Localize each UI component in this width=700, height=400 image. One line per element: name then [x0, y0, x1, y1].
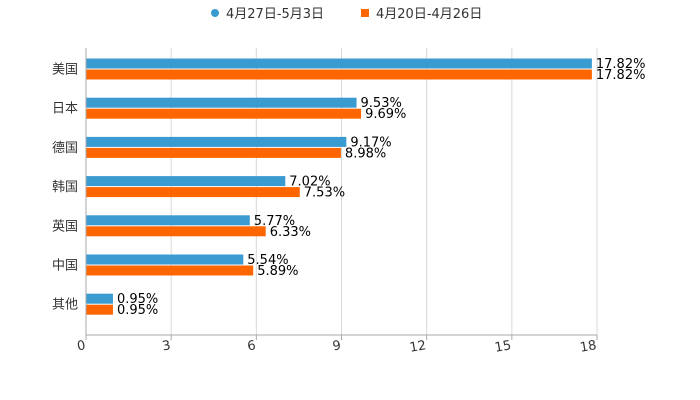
legend: 4月27日-5月3日 4月20日-4月26日 — [211, 7, 482, 22]
x-tick-label-15: 15 — [494, 338, 513, 356]
bar-series-2-6[interactable] — [86, 304, 113, 315]
data-label-series-2-2: 8.98% — [345, 146, 386, 161]
bar-series-1-3[interactable] — [86, 176, 286, 187]
data-label-series-1-3: 7.02% — [289, 175, 330, 190]
bar-series-1-5[interactable] — [86, 254, 244, 265]
legend-label-series-1[interactable]: 4月27日-5月3日 — [226, 7, 324, 22]
legend-marker-series-2 — [361, 9, 369, 17]
data-label-series-1-6: 0.95% — [117, 292, 158, 307]
data-label-series-1-4: 5.77% — [254, 214, 295, 229]
x-tick-label-3: 3 — [161, 338, 172, 354]
category-label-3: 韩国 — [52, 180, 78, 195]
bar-series-1-0[interactable] — [86, 58, 592, 69]
legend-marker-series-1 — [211, 9, 219, 17]
bar-series-2-4[interactable] — [86, 226, 266, 237]
grid — [170, 48, 598, 335]
bar-series-2-1[interactable] — [86, 108, 362, 119]
x-axis: 0 3 6 9 12 15 18 — [76, 334, 598, 356]
category-label-5: 中国 — [52, 259, 78, 274]
bars — [86, 58, 592, 315]
bar-series-2-0[interactable] — [86, 69, 592, 80]
data-label-series-2-6: 0.95% — [117, 303, 158, 318]
data-label-series-2-0: 17.82% — [596, 68, 646, 83]
data-label-series-2-4: 6.33% — [270, 225, 311, 240]
bar-series-1-1[interactable] — [86, 97, 357, 108]
bar-series-2-5[interactable] — [86, 265, 254, 276]
x-tick-label-12: 12 — [408, 338, 427, 356]
category-label-1: 日本 — [52, 102, 78, 117]
bar-series-1-6[interactable] — [86, 293, 113, 304]
data-label-series-2-3: 7.53% — [304, 186, 345, 201]
bar-series-2-2[interactable] — [86, 147, 341, 158]
x-tick-label-6: 6 — [246, 338, 257, 354]
bar-series-1-2[interactable] — [86, 136, 347, 147]
category-label-4: 英国 — [52, 219, 78, 234]
data-label-series-2-5: 5.89% — [257, 264, 298, 279]
data-label-series-1-1: 9.53% — [361, 96, 402, 111]
data-label-series-1-5: 5.54% — [247, 253, 288, 268]
category-label-0: 美国 — [52, 63, 78, 78]
bar-series-1-4[interactable] — [86, 215, 250, 226]
x-tick-label-0: 0 — [76, 338, 87, 354]
data-label-series-1-0: 17.82% — [596, 57, 646, 72]
bar-series-2-3[interactable] — [86, 187, 300, 198]
x-tick-label-9: 9 — [331, 338, 342, 354]
category-label-2: 德国 — [52, 141, 78, 156]
data-labels: 17.82%17.82% 9.53%9.69% 9.17%8.98% 7.02%7.5… — [117, 57, 645, 318]
data-label-series-1-2: 9.17% — [350, 135, 391, 150]
legend-label-series-2[interactable]: 4月20日-4月26日 — [376, 7, 482, 22]
category-label-6: 其他 — [52, 298, 78, 313]
data-label-series-2-1: 9.69% — [365, 107, 406, 122]
x-tick-label-18: 18 — [579, 338, 598, 356]
